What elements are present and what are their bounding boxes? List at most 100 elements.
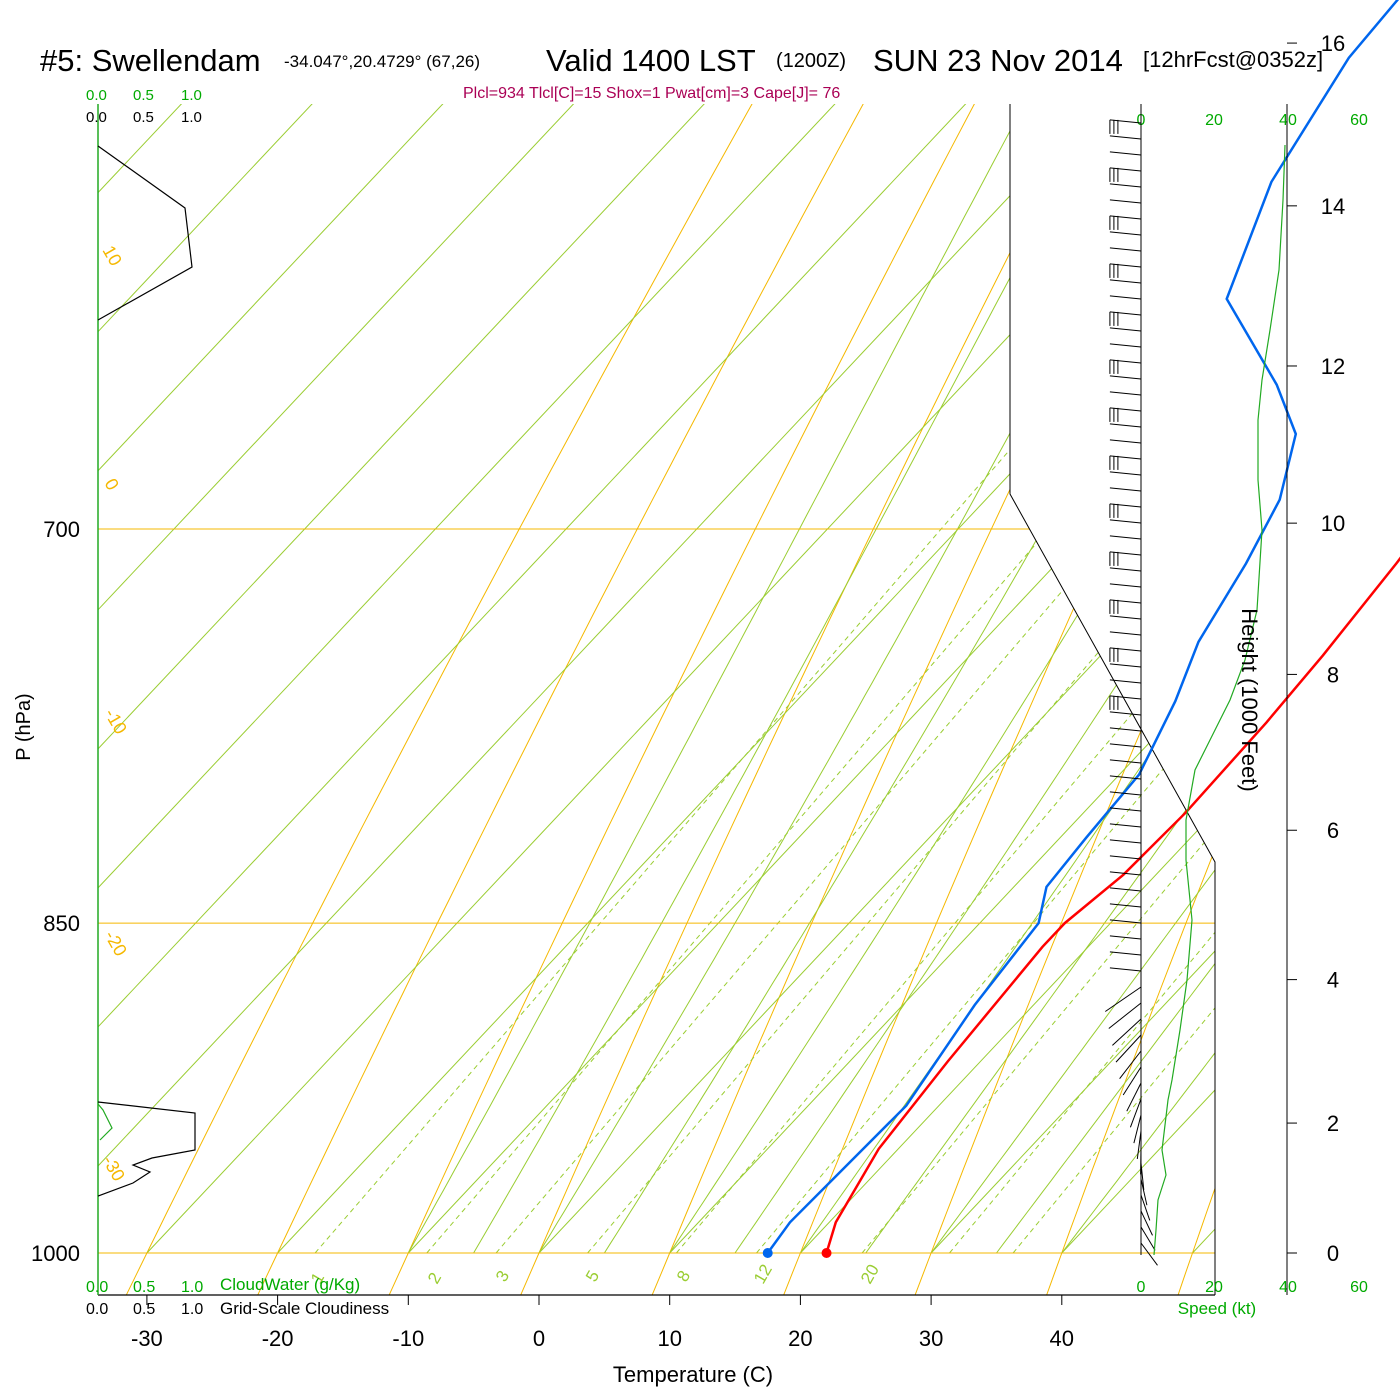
cloudwater-scale-top-0: 0.0 (86, 87, 107, 104)
wind-speed-label: Speed (kt) (1178, 1299, 1256, 1318)
wind-barb (1109, 135, 1142, 140)
wind-barb (1109, 343, 1142, 348)
wind-speed-tick-top-40: 40 (1279, 112, 1297, 129)
cloudwater-scale-bottom-1: 1.0 (181, 1279, 203, 1296)
wind-barb (1109, 519, 1142, 524)
wind-barb (1109, 551, 1142, 556)
temp-tick-label: 40 (1050, 1326, 1074, 1351)
wind-barb (1126, 1082, 1142, 1112)
dry-adiabat (503, 104, 1215, 1295)
mixing-ratio-label: 5 (582, 1267, 603, 1285)
wind-barb (1109, 359, 1142, 364)
wind-barb (1140, 1162, 1145, 1190)
cloudiness-profile-upper (97, 145, 193, 321)
isotherm (98, 104, 1215, 1254)
wind-barb (1122, 1066, 1142, 1096)
dry-adiabat (107, 104, 1215, 1295)
wind-barb (1109, 775, 1142, 780)
mixing-ratio-line (587, 104, 1215, 1254)
isotherm (98, 104, 1215, 1254)
x-axis-title: Temperature (C) (613, 1362, 773, 1387)
isotherm (98, 104, 1215, 1254)
temp-tick-label: -30 (131, 1326, 163, 1351)
wind-barb (1109, 839, 1142, 844)
cloudiness-scale-top-1: 1.0 (181, 109, 202, 126)
wind-barb (1109, 951, 1142, 956)
temp-tick-label: 0 (533, 1326, 545, 1351)
dewpoint-profile (766, 0, 1400, 1254)
wind-barb (1109, 823, 1142, 828)
temperature-profile (825, 556, 1400, 1254)
isotherm (800, 104, 1215, 1254)
temp-tick-label: -10 (392, 1326, 424, 1351)
wind-barbs (1105, 119, 1158, 1266)
isotherm (1061, 104, 1215, 1254)
plot-frame (1009, 104, 1216, 1295)
mixing-ratio-label: 2 (424, 1269, 445, 1287)
wind-barb (1109, 487, 1142, 492)
zulu-time: (1200Z) (776, 50, 846, 72)
wind-barb (1109, 391, 1142, 396)
temp-tick-label: 30 (919, 1326, 943, 1351)
moist-adiabat (865, 104, 1215, 1254)
wind-barb (1109, 327, 1142, 332)
wind-barb (1109, 727, 1142, 732)
cloudwater-scale-bottom-0: 0.0 (86, 1279, 108, 1296)
wind-barb (1108, 1002, 1142, 1029)
wind-speed-tick-bottom-20: 20 (1205, 1279, 1223, 1296)
wind-barb (1140, 1194, 1151, 1221)
wind-barb (1109, 759, 1142, 764)
moist-adiabat (407, 104, 1215, 1254)
temp-tick-label: 10 (657, 1326, 681, 1351)
wind-barb (1109, 119, 1142, 124)
wind-barb (1109, 471, 1142, 476)
mixing-ratio-label: 20 (857, 1261, 883, 1287)
wind-barb (1129, 1098, 1142, 1128)
height-tick-label: 12 (1321, 354, 1345, 379)
moist-adiabat (669, 104, 1215, 1254)
height-tick-label: 14 (1321, 194, 1345, 219)
cloudiness-scale-top-05: 0.5 (133, 109, 154, 126)
wind-barb (1109, 855, 1142, 860)
cloudwater-scale-top-05: 0.5 (133, 87, 154, 104)
wind-barb (1109, 439, 1142, 444)
moist-adiabat (799, 104, 1215, 1254)
height-axis: 02468101214161820222426283032 (1287, 31, 1345, 1266)
isotherm (669, 104, 1215, 1254)
wind-barb (1109, 423, 1142, 428)
mixing-ratio-label: 8 (673, 1267, 694, 1285)
wind-speed-tick-bottom-40: 40 (1279, 1279, 1297, 1296)
isotherm (98, 104, 1215, 1254)
height-tick-label: 6 (1327, 818, 1339, 843)
isotherm (98, 104, 1215, 1254)
wind-barb (1109, 151, 1142, 156)
wind-barb (1109, 231, 1142, 236)
wind-barb (1109, 583, 1142, 588)
wind-barb (1109, 743, 1142, 748)
moist-adiabat (538, 104, 1215, 1254)
height-tick-label: 2 (1327, 1111, 1339, 1136)
wind-barb (1105, 986, 1142, 1012)
wind-barb (1119, 1050, 1142, 1080)
isotherm (98, 104, 1215, 1254)
wind-barb (1109, 407, 1142, 412)
dry-adiabat-label: 30 (1172, 770, 1200, 798)
wind-barb (1115, 1034, 1142, 1063)
wind-barb (1109, 791, 1142, 796)
moist-adiabat (996, 104, 1215, 1254)
isotherm (146, 104, 1215, 1254)
wind-barb (1109, 167, 1142, 172)
wind-speed-profile (1153, 144, 1286, 1256)
isotherm (407, 104, 1215, 1254)
dry-adiabat (636, 104, 1215, 1295)
wind-barb (1109, 903, 1142, 908)
wind-barb (1109, 455, 1142, 460)
height-axis-title: Height (1000 Feet) (1237, 608, 1262, 791)
isotherm (277, 104, 1215, 1254)
height-tick-label: 8 (1327, 662, 1339, 687)
cloudiness-label: Grid-Scale Cloudiness (220, 1299, 389, 1318)
dry-adiabat-label: -20 (101, 927, 131, 960)
dry-adiabat-label: 10 (99, 242, 126, 269)
station-coords: -34.047°,20.4729° (67,26) (284, 52, 480, 71)
